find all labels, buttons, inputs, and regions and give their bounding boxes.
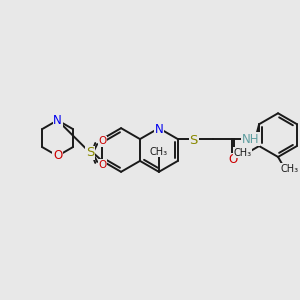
Text: NH: NH [242,133,259,146]
Text: CH₃: CH₃ [233,148,251,158]
Text: CH₃: CH₃ [281,164,299,174]
Text: O: O [229,153,238,167]
Text: S: S [190,134,198,147]
Text: N: N [154,123,163,136]
Text: O: O [98,160,106,170]
Text: O: O [53,149,62,163]
Text: CH₃: CH₃ [150,147,168,157]
Text: S: S [86,146,94,160]
Text: O: O [98,136,106,146]
Text: N: N [53,114,62,127]
